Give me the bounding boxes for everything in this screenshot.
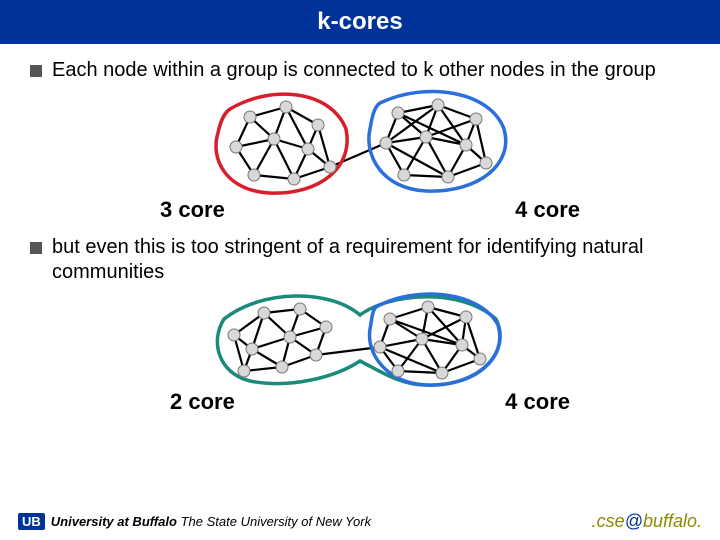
footer-cse: .cse bbox=[592, 511, 625, 531]
ub-logo-icon: UB bbox=[18, 513, 45, 530]
diagram-1 bbox=[30, 89, 690, 199]
bullet-square-icon bbox=[30, 242, 42, 254]
title-bar: k-cores bbox=[0, 0, 720, 44]
diagram-2 bbox=[30, 291, 690, 391]
diagram-1-right-label: 4 core bbox=[515, 197, 580, 223]
diagram-1-labels: 3 core 4 core bbox=[140, 197, 580, 223]
diagram-2-right-label: 4 core bbox=[505, 389, 570, 415]
footer-suny: The State University of New York bbox=[181, 514, 372, 529]
diagram-2-labels: 2 core 4 core bbox=[150, 389, 570, 415]
bullet-1-text: Each node within a group is connected to… bbox=[52, 58, 656, 83]
page-title: k-cores bbox=[317, 8, 402, 35]
diagram-1-left-label: 3 core bbox=[160, 197, 225, 223]
kcores-diagram-1 bbox=[180, 89, 540, 199]
bullet-1: Each node within a group is connected to… bbox=[30, 58, 690, 83]
kcores-diagram-2 bbox=[190, 291, 530, 391]
footer-buffalo: buffalo. bbox=[643, 511, 702, 531]
bullet-2-text: but even this is too stringent of a requ… bbox=[52, 235, 690, 285]
bullet-2: but even this is too stringent of a requ… bbox=[30, 235, 690, 285]
diagram-2-left-label: 2 core bbox=[170, 389, 235, 415]
footer-university: University at Buffalo bbox=[51, 514, 177, 529]
content: Each node within a group is connected to… bbox=[0, 44, 720, 415]
footer: UB University at Buffalo The State Unive… bbox=[0, 511, 720, 532]
footer-at-icon: @ bbox=[625, 511, 643, 531]
footer-left: UB University at Buffalo The State Unive… bbox=[18, 513, 371, 530]
bullet-square-icon bbox=[30, 65, 42, 77]
footer-right: .cse@buffalo. bbox=[592, 511, 702, 532]
